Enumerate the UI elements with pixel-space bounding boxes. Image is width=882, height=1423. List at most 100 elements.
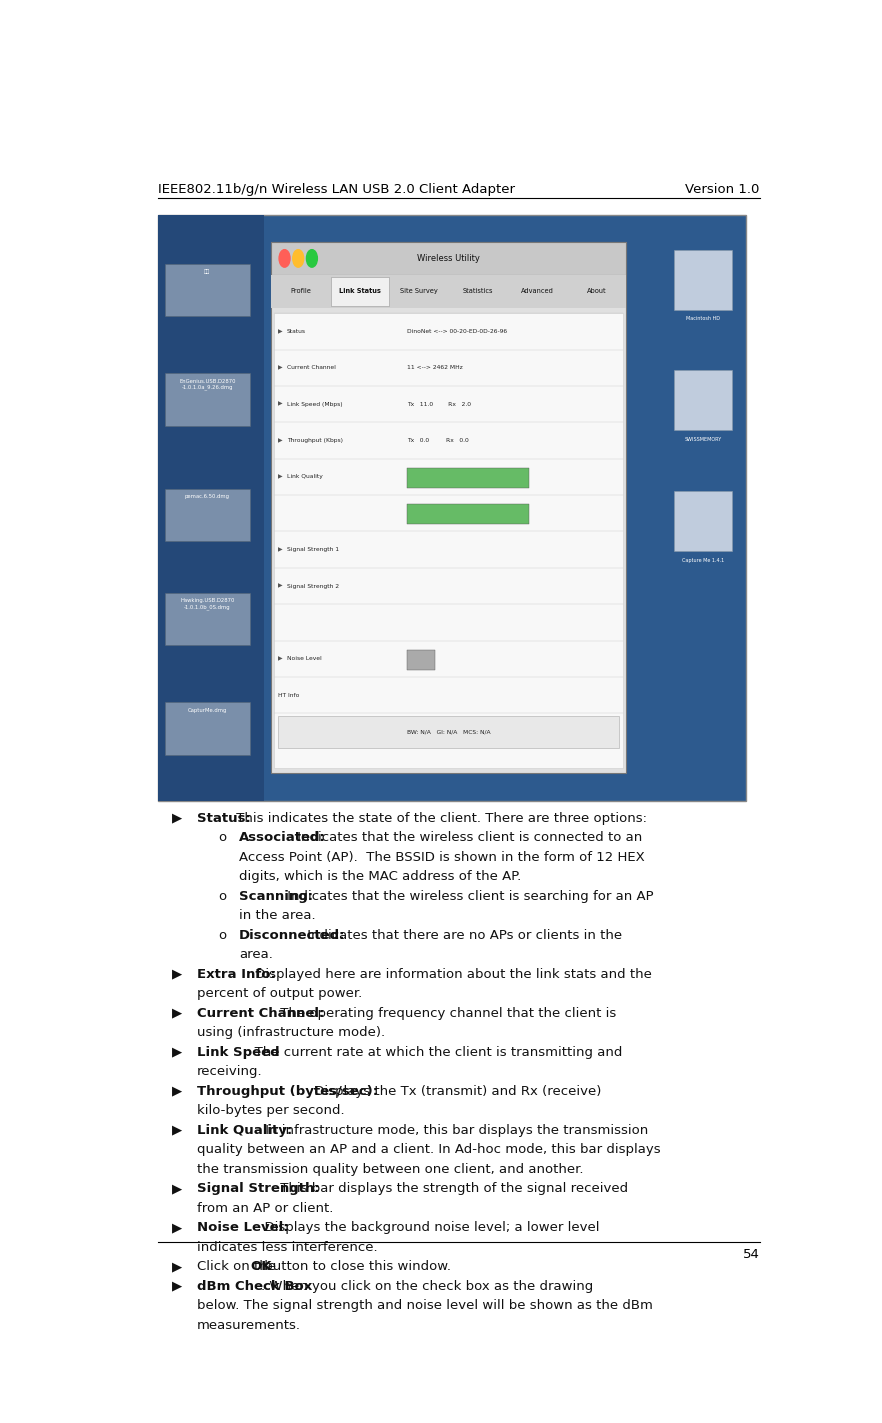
Text: Current Channel:: Current Channel: <box>197 1007 325 1020</box>
Text: ▶: ▶ <box>172 1221 182 1234</box>
Text: This indicates the state of the client. There are three options:: This indicates the state of the client. … <box>231 811 647 825</box>
Text: Throughput (bytes/sec):: Throughput (bytes/sec): <box>197 1084 378 1097</box>
Text: o: o <box>218 929 227 942</box>
Bar <box>331 277 389 306</box>
Text: IEEE802.11b/g/n Wireless LAN USB 2.0 Client Adapter: IEEE802.11b/g/n Wireless LAN USB 2.0 Cli… <box>158 184 515 196</box>
Text: digits, which is the MAC address of the AP.: digits, which is the MAC address of the … <box>239 871 521 884</box>
Bar <box>390 277 448 306</box>
Text: Indicates that there are no APs or clients in the: Indicates that there are no APs or clien… <box>303 929 622 942</box>
Text: Wireless Utility: Wireless Utility <box>417 253 480 263</box>
Text: ▶: ▶ <box>279 656 283 662</box>
Bar <box>407 468 529 488</box>
Text: Signal Strength 1: Signal Strength 1 <box>287 548 339 552</box>
Text: Link Speed: Link Speed <box>197 1046 280 1059</box>
Text: Click on the: Click on the <box>197 1261 280 1274</box>
Circle shape <box>279 249 290 268</box>
Bar <box>674 370 732 430</box>
Text: ▶: ▶ <box>172 968 182 980</box>
Text: Displays the background noise level; a lower level: Displays the background noise level; a l… <box>256 1221 600 1234</box>
Text: Displays the Tx (transmit) and Rx (receive): Displays the Tx (transmit) and Rx (recei… <box>310 1084 602 1097</box>
Bar <box>165 373 250 425</box>
Text: o: o <box>218 831 227 844</box>
Text: Access Point (AP).  The BSSID is shown in the form of 12 HEX: Access Point (AP). The BSSID is shown in… <box>239 851 645 864</box>
Text: from an AP or client.: from an AP or client. <box>197 1202 333 1215</box>
Circle shape <box>306 249 318 268</box>
Text: 54: 54 <box>743 1248 759 1261</box>
Bar <box>165 592 250 645</box>
Text: Tx   11.0        Rx   2.0: Tx 11.0 Rx 2.0 <box>407 401 471 407</box>
Text: About: About <box>587 289 607 295</box>
Text: ▶: ▶ <box>172 1007 182 1020</box>
Bar <box>271 242 626 774</box>
Text: Macintosh HD: Macintosh HD <box>686 316 720 322</box>
Bar <box>449 277 507 306</box>
Text: . When you click on the check box as the drawing: . When you click on the check box as the… <box>261 1279 594 1294</box>
Text: quality between an AP and a client. In Ad-hoc mode, this bar displays: quality between an AP and a client. In A… <box>197 1143 661 1157</box>
Bar <box>407 650 435 670</box>
Bar <box>272 277 330 306</box>
Text: 11 <--> 2462 MHz: 11 <--> 2462 MHz <box>407 366 462 370</box>
Text: Noise Level: Noise Level <box>287 656 321 662</box>
Text: Scanning:: Scanning: <box>239 889 313 902</box>
Text: ▶: ▶ <box>172 811 182 825</box>
Text: button to close this window.: button to close this window. <box>260 1261 452 1274</box>
Bar <box>568 277 625 306</box>
Text: In infrastructure mode, this bar displays the transmission: In infrastructure mode, this bar display… <box>261 1124 648 1137</box>
Bar <box>271 275 626 307</box>
Text: ▶: ▶ <box>172 1183 182 1195</box>
Text: Status:: Status: <box>197 811 251 825</box>
Bar <box>158 215 746 801</box>
Bar <box>274 313 623 768</box>
Text: Good 100%: Good 100% <box>407 511 442 515</box>
Text: Tx   0.0         Rx   0.0: Tx 0.0 Rx 0.0 <box>407 438 468 443</box>
Text: The operating frequency channel that the client is: The operating frequency channel that the… <box>276 1007 616 1020</box>
Text: below. The signal strength and noise level will be shown as the dBm: below. The signal strength and noise lev… <box>197 1299 653 1312</box>
Bar <box>165 488 250 541</box>
Text: Extra Info:: Extra Info: <box>197 968 276 980</box>
Text: ▶: ▶ <box>172 1084 182 1097</box>
Bar <box>158 215 264 801</box>
Text: in the area.: in the area. <box>239 909 316 922</box>
Text: using (infrastructure mode).: using (infrastructure mode). <box>197 1026 385 1039</box>
Text: indicates less interference.: indicates less interference. <box>197 1241 377 1254</box>
Text: Link Status: Link Status <box>339 289 381 295</box>
Text: Signal Strength:: Signal Strength: <box>197 1183 320 1195</box>
Text: Displayed here are information about the link stats and the: Displayed here are information about the… <box>251 968 652 980</box>
Text: Signal Strength 2: Signal Strength 2 <box>287 583 339 589</box>
Text: ▶: ▶ <box>279 438 283 443</box>
Text: Link Quality:: Link Quality: <box>197 1124 292 1137</box>
Bar <box>165 263 250 316</box>
Text: Indicates that the wireless client is connected to an: Indicates that the wireless client is co… <box>293 831 642 844</box>
Text: 设置: 设置 <box>205 269 211 275</box>
Text: Current Channel: Current Channel <box>287 366 335 370</box>
Text: Profile: Profile <box>290 289 311 295</box>
Text: ▶: ▶ <box>172 1124 182 1137</box>
Text: kilo-bytes per second.: kilo-bytes per second. <box>197 1104 345 1117</box>
Text: Low 26%: Low 26% <box>407 656 434 662</box>
Bar <box>674 491 732 551</box>
Text: Noise Level:: Noise Level: <box>197 1221 288 1234</box>
Text: HT Info: HT Info <box>279 693 300 697</box>
Text: Link Quality: Link Quality <box>287 474 322 480</box>
Text: pemac.6.50.dmg: pemac.6.50.dmg <box>185 494 230 499</box>
Text: Site Survey: Site Survey <box>400 289 437 295</box>
Text: Indicates that the wireless client is searching for an AP: Indicates that the wireless client is se… <box>283 889 654 902</box>
Text: ▶: ▶ <box>279 583 283 589</box>
Bar <box>509 277 566 306</box>
Text: the transmission quality between one client, and another.: the transmission quality between one cli… <box>197 1163 584 1175</box>
Text: Statistics: Statistics <box>463 289 493 295</box>
Text: ▶: ▶ <box>172 1279 182 1294</box>
Text: Disconnected:: Disconnected: <box>239 929 345 942</box>
Text: ▶: ▶ <box>279 401 283 407</box>
Bar <box>271 242 626 275</box>
Text: Capture Me 1.4.1: Capture Me 1.4.1 <box>682 558 724 562</box>
Text: SWISSMEMORY: SWISSMEMORY <box>684 437 721 443</box>
Text: Version 1.0: Version 1.0 <box>685 184 759 196</box>
Text: This bar displays the strength of the signal received: This bar displays the strength of the si… <box>276 1183 628 1195</box>
Text: OK: OK <box>250 1261 272 1274</box>
Text: CapturMe.dmg: CapturMe.dmg <box>188 707 227 713</box>
Text: ▶: ▶ <box>172 1261 182 1274</box>
Text: ▶: ▶ <box>279 548 283 552</box>
Bar <box>278 716 619 747</box>
Bar <box>165 702 250 754</box>
